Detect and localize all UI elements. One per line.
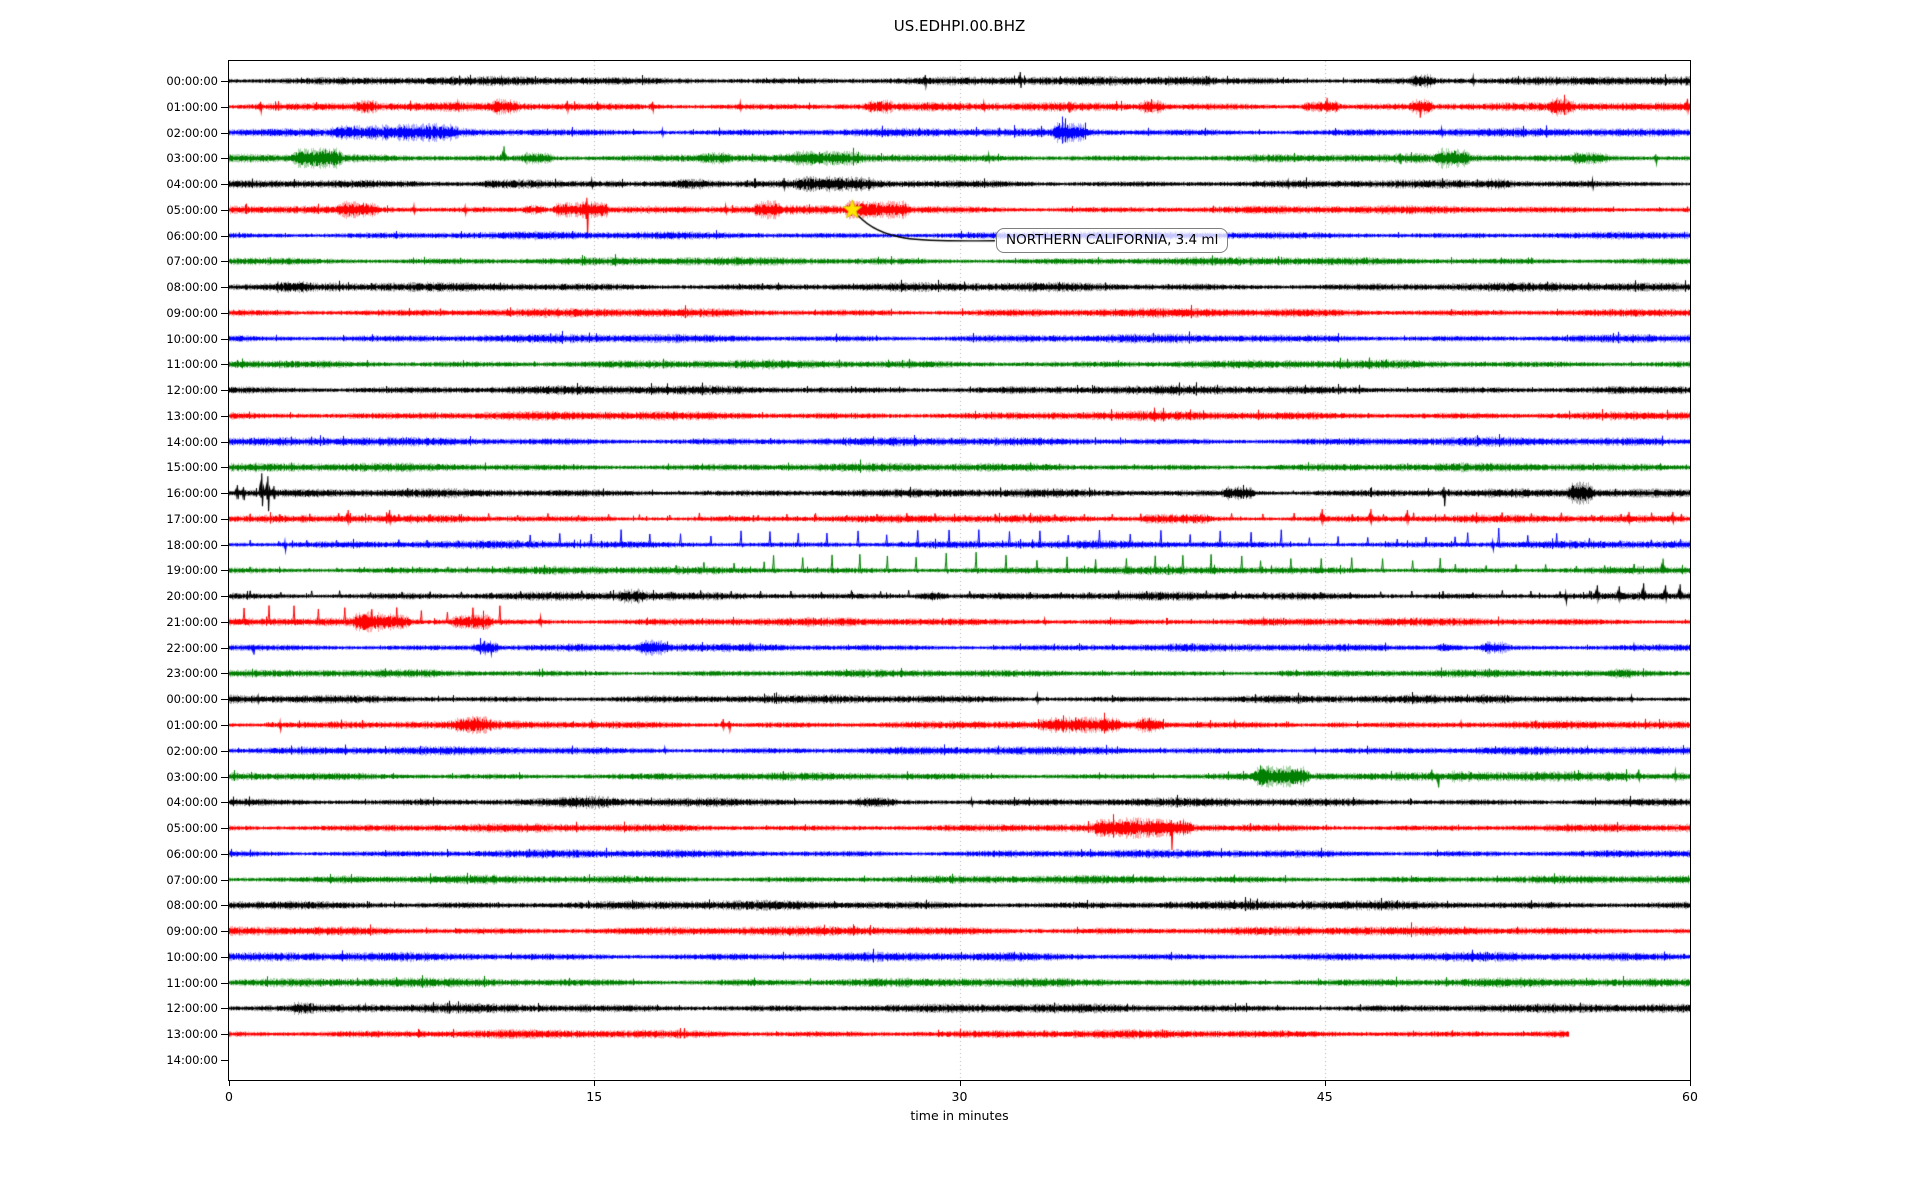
y-tick-mark — [221, 158, 228, 160]
y-tick-label: 22:00:00 — [166, 640, 218, 655]
y-tick-label: 16:00:00 — [166, 486, 218, 501]
y-tick-mark — [221, 544, 228, 546]
y-tick-mark — [221, 956, 228, 958]
plot-area — [228, 60, 1691, 1081]
y-tick-mark — [221, 699, 228, 701]
y-tick-mark — [221, 982, 228, 984]
y-tick-mark — [221, 184, 228, 186]
x-tick-mark — [229, 1081, 230, 1086]
y-tick-mark — [221, 209, 228, 211]
y-tick-label: 06:00:00 — [166, 228, 218, 243]
y-tick-mark — [221, 750, 228, 752]
y-tick-label: 10:00:00 — [166, 949, 218, 964]
y-tick-mark — [221, 776, 228, 778]
y-tick-mark — [221, 879, 228, 881]
chart-title: US.EDHPI.00.BHZ — [893, 17, 1026, 35]
y-tick-label: 13:00:00 — [166, 408, 218, 423]
y-tick-mark — [221, 106, 228, 108]
y-tick-mark — [221, 931, 228, 933]
y-tick-mark — [221, 621, 228, 623]
x-tick-label: 30 — [951, 1089, 968, 1104]
y-tick-label: 03:00:00 — [166, 151, 218, 166]
y-tick-mark — [221, 905, 228, 907]
y-tick-mark — [221, 570, 228, 572]
x-tick-label: 0 — [225, 1089, 233, 1104]
y-tick-mark — [221, 518, 228, 520]
y-tick-label: 05:00:00 — [166, 821, 218, 836]
y-tick-mark — [221, 467, 228, 469]
y-tick-label: 10:00:00 — [166, 331, 218, 346]
y-tick-label: 13:00:00 — [166, 1027, 218, 1042]
y-tick-label: 19:00:00 — [166, 563, 218, 578]
y-tick-mark — [221, 390, 228, 392]
y-tick-mark — [221, 235, 228, 237]
x-tick-mark — [594, 1081, 596, 1086]
x-tick-label: 60 — [1682, 1089, 1698, 1104]
y-tick-label: 01:00:00 — [166, 99, 218, 114]
x-tick-mark — [959, 1081, 961, 1086]
y-tick-label: 09:00:00 — [166, 924, 218, 939]
y-tick-label: 02:00:00 — [166, 125, 218, 140]
y-tick-mark — [221, 725, 228, 726]
y-tick-mark — [221, 441, 228, 443]
y-tick-mark — [221, 81, 228, 82]
y-tick-label: 15:00:00 — [166, 460, 218, 475]
y-tick-mark — [221, 1059, 228, 1061]
event-annotation: NORTHERN CALIFORNIA, 3.4 ml — [996, 227, 1229, 253]
y-tick-mark — [221, 415, 228, 417]
y-tick-mark — [221, 596, 228, 598]
x-tick-mark — [1690, 1081, 1691, 1086]
y-tick-label: 09:00:00 — [166, 305, 218, 320]
y-tick-mark — [221, 312, 228, 314]
y-tick-mark — [221, 364, 228, 366]
y-tick-label: 00:00:00 — [166, 692, 218, 707]
x-tick-label: 45 — [1316, 1089, 1333, 1104]
y-tick-mark — [221, 287, 228, 289]
x-tick-label: 15 — [586, 1089, 603, 1104]
y-tick-mark — [221, 853, 228, 855]
y-tick-label: 20:00:00 — [166, 589, 218, 604]
y-tick-mark — [221, 261, 228, 263]
y-tick-label: 14:00:00 — [166, 434, 218, 449]
y-tick-label: 01:00:00 — [166, 718, 218, 732]
y-tick-label: 12:00:00 — [166, 383, 218, 398]
y-tick-label: 07:00:00 — [166, 254, 218, 269]
y-tick-label: 02:00:00 — [166, 743, 218, 758]
y-tick-label: 08:00:00 — [166, 280, 218, 295]
y-tick-mark — [221, 673, 228, 675]
y-tick-label: 11:00:00 — [166, 975, 218, 990]
y-tick-mark — [221, 802, 228, 804]
y-tick-label: 18:00:00 — [166, 537, 218, 552]
y-tick-mark — [221, 493, 228, 495]
y-tick-mark — [221, 338, 228, 340]
x-tick-mark — [1324, 1081, 1326, 1086]
y-tick-label: 07:00:00 — [166, 872, 218, 887]
y-tick-mark — [221, 1034, 228, 1036]
y-tick-label: 03:00:00 — [166, 769, 218, 784]
y-tick-mark — [221, 1008, 228, 1010]
x-axis-label: time in minutes — [910, 1108, 1009, 1123]
seismogram-canvas — [229, 61, 1690, 1080]
y-tick-label: 00:00:00 — [166, 74, 218, 88]
y-tick-mark — [221, 647, 228, 649]
y-tick-mark — [221, 132, 228, 134]
y-tick-label: 12:00:00 — [166, 1001, 218, 1016]
y-tick-label: 14:00:00 — [166, 1052, 218, 1067]
y-tick-mark — [221, 828, 228, 830]
y-tick-label: 04:00:00 — [166, 795, 218, 810]
y-tick-label: 05:00:00 — [166, 202, 218, 217]
y-tick-label: 06:00:00 — [166, 846, 218, 861]
y-tick-label: 08:00:00 — [166, 898, 218, 913]
y-tick-label: 17:00:00 — [166, 511, 218, 526]
y-tick-label: 23:00:00 — [166, 666, 218, 681]
y-tick-label: 11:00:00 — [166, 357, 218, 372]
y-tick-label: 21:00:00 — [166, 614, 218, 629]
y-tick-label: 04:00:00 — [166, 177, 218, 192]
